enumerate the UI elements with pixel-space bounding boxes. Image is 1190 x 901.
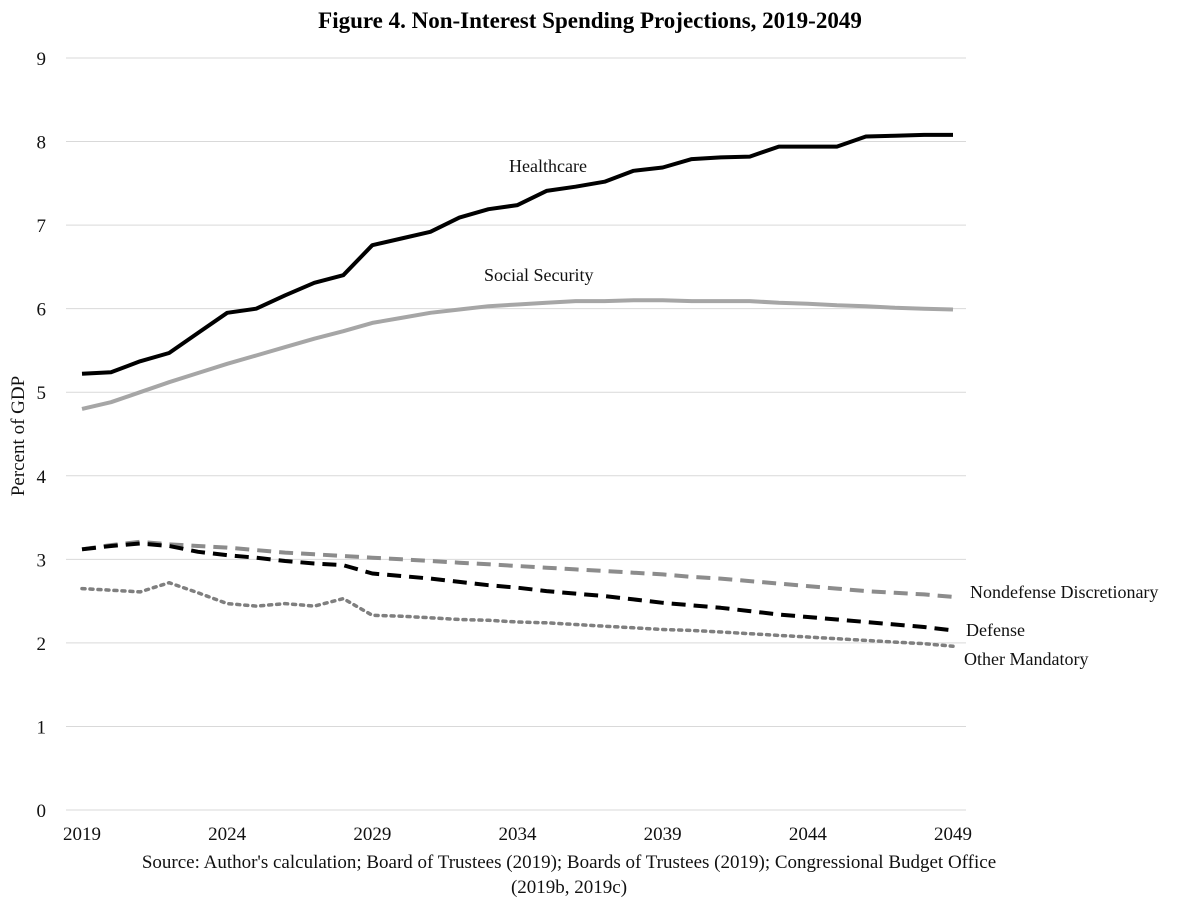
series-label-healthcare: Healthcare bbox=[509, 156, 587, 176]
y-tick-label: 8 bbox=[37, 133, 47, 154]
series-line-nondefense-discretionary bbox=[81, 539, 954, 599]
x-tick-label: 2024 bbox=[208, 824, 247, 845]
y-axis-label: Percent of GDP bbox=[8, 376, 29, 496]
y-tick-label: 5 bbox=[37, 383, 47, 404]
x-ticks: 2019 2024 2029 2034 2039 2044 2049 bbox=[63, 824, 972, 845]
series-label-nondefense-discretionary: Nondefense Discretionary bbox=[970, 582, 1158, 602]
series-label-social-security: Social Security bbox=[484, 265, 593, 285]
y-tick-label: 1 bbox=[37, 717, 47, 738]
y-tick-label: 2 bbox=[37, 634, 47, 655]
series-line-defense bbox=[81, 541, 954, 633]
series-label-defense: Defense bbox=[966, 620, 1025, 640]
y-tick-label: 4 bbox=[37, 467, 47, 488]
chart-title: Figure 4. Non-Interest Spending Projecti… bbox=[318, 8, 862, 33]
series-line-social-security bbox=[81, 298, 954, 411]
source-line-1: Source: Author's calculation; Board of T… bbox=[142, 852, 996, 873]
gridlines bbox=[66, 57, 966, 811]
x-tick-label: 2039 bbox=[644, 824, 682, 845]
y-tick-label: 0 bbox=[37, 801, 47, 822]
x-tick-label: 2044 bbox=[789, 824, 828, 845]
x-tick-label: 2049 bbox=[934, 824, 972, 845]
series-label-other-mandatory: Other Mandatory bbox=[964, 649, 1088, 669]
y-tick-label: 9 bbox=[37, 49, 47, 70]
y-tick-label: 7 bbox=[37, 216, 47, 237]
x-tick-label: 2019 bbox=[63, 824, 101, 845]
y-tick-label: 3 bbox=[37, 550, 47, 571]
x-tick-label: 2029 bbox=[353, 824, 391, 845]
source-line-2: (2019b, 2019c) bbox=[511, 877, 627, 898]
series-line-other-mandatory bbox=[80, 580, 955, 648]
y-tick-label: 6 bbox=[37, 300, 47, 321]
x-tick-label: 2034 bbox=[499, 824, 538, 845]
series-line-healthcare bbox=[81, 132, 953, 376]
series-lines bbox=[80, 132, 955, 648]
y-ticks: 0 1 2 3 4 5 6 7 8 9 bbox=[37, 49, 47, 822]
